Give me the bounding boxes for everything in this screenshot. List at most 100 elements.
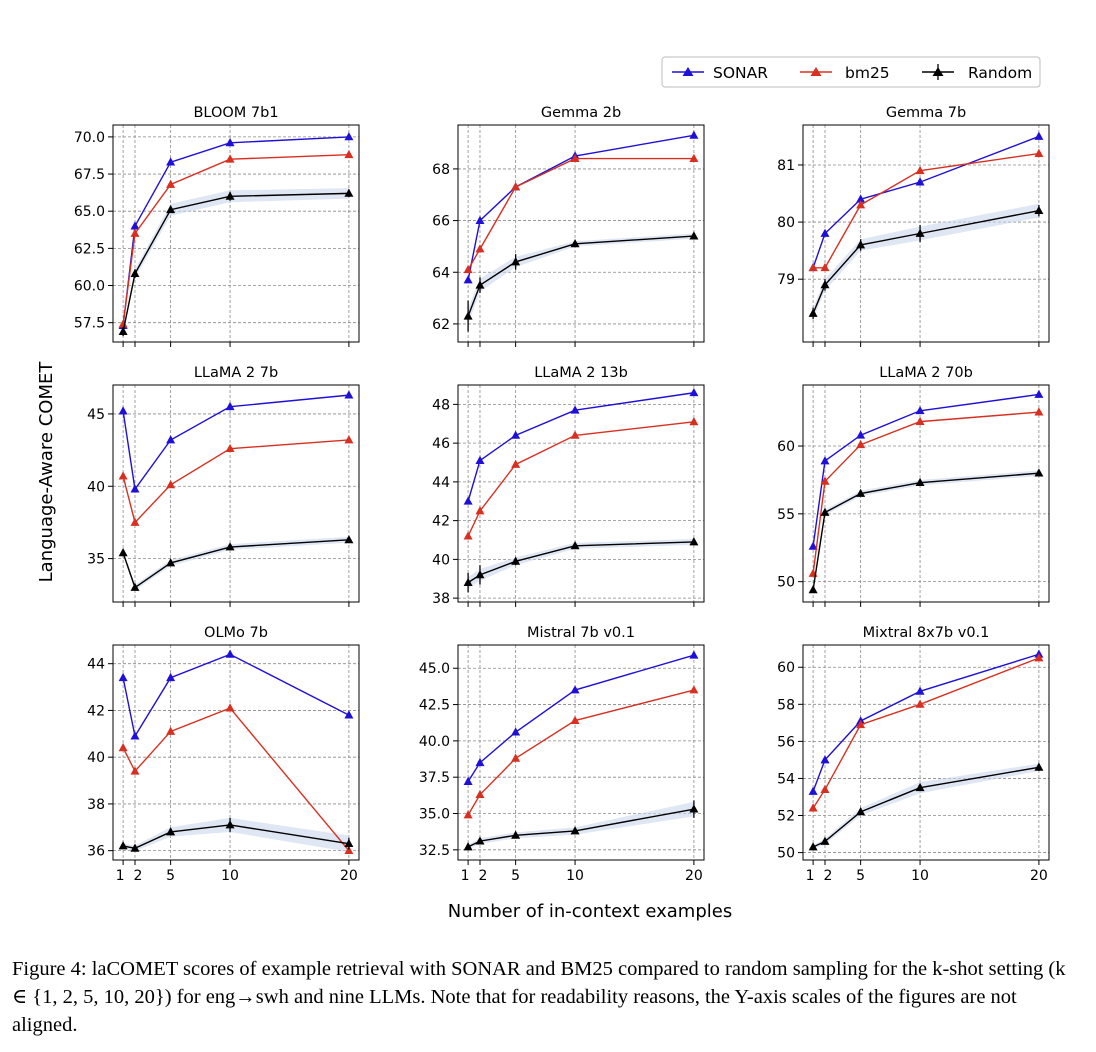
olmo-7b-xtick-label-2: 5 (166, 868, 175, 884)
olmo-7b-point-bm25-0 (118, 743, 128, 752)
bloom-7b1-ytick-label-1: 60.0 (74, 279, 105, 295)
olmo-7b-point-bm25-1 (130, 766, 140, 775)
mistral-7b-v0-1-point-sonar-0 (463, 776, 473, 785)
gemma-2b-line-sonar (467, 134, 695, 281)
olmo-7b-xtick-label-4: 20 (340, 868, 358, 884)
bloom-7b1-ytick-label-5: 70.0 (74, 130, 105, 146)
subplot-mistral-7b-v0-1: 32.5 35.0 37.5 40.0 42.5 45.0 1 2 5 10 20 Mistral 7… (419, 625, 705, 884)
subplot-olmo-7b: 36 38 40 42 44 1 2 5 10 20 OLMo 7b (87, 625, 360, 884)
legend-label-sonar: SONAR (713, 64, 768, 82)
llama-2-7b-ytick-label-1: 40 (87, 479, 105, 495)
gemma-7b-point-sonar-3 (915, 177, 925, 186)
llama-2-7b-point-random-4 (344, 534, 354, 544)
mixtral-8x7b-v0-1-xtick-label-1: 2 (824, 868, 833, 884)
legend-entry-bm25: bm25 (800, 64, 890, 82)
olmo-7b-point-sonar-4 (344, 710, 354, 719)
mixtral-8x7b-v0-1-point-sonar-3 (915, 686, 925, 695)
mixtral-8x7b-v0-1-point-sonar-1 (820, 755, 830, 764)
gemma-7b-ytick-label-1: 80 (777, 215, 795, 231)
legend-label-random: Random (968, 64, 1032, 82)
gemma-7b-point-random-0 (808, 308, 818, 317)
llama-2-70b-ytick-label-0: 50 (777, 575, 795, 591)
llama-2-13b-ytick-label-0: 38 (432, 591, 450, 607)
bloom-7b1-point-sonar-2 (166, 157, 176, 166)
gemma-2b-point-bm25-0 (463, 264, 473, 274)
mixtral-8x7b-v0-1-point-bm25-2 (856, 719, 866, 729)
mixtral-8x7b-v0-1-xtick-label-2: 5 (856, 868, 865, 884)
mistral-7b-v0-1-point-random-3 (570, 826, 580, 835)
olmo-7b-xtick-label-1: 2 (134, 868, 143, 884)
gemma-2b-ytick-label-1: 64 (432, 265, 450, 281)
bloom-7b1-point-bm25-0 (118, 319, 128, 328)
llama-2-13b-title: LLaMA 2 13b (534, 365, 628, 381)
bloom-7b1-axes-frame (112, 124, 360, 343)
bloom-7b1-point-sonar-3 (225, 138, 235, 147)
olmo-7b-ytick-label-0: 36 (87, 844, 105, 860)
gemma-7b-point-random-1 (820, 280, 830, 289)
mistral-7b-v0-1-point-random-4 (689, 804, 699, 813)
legend-entry-random: Random (922, 64, 1032, 82)
llama-2-13b-point-random-1 (475, 570, 485, 579)
llama-2-13b-point-bm25-4 (689, 417, 699, 426)
gemma-7b-point-bm25-3 (915, 165, 925, 175)
llama-2-7b-line-random (122, 539, 349, 589)
llama-2-13b-ytick-label-5: 48 (432, 397, 450, 413)
llama-2-13b-ytick-label-4: 46 (432, 436, 450, 452)
gemma-7b-point-random-3 (915, 228, 925, 237)
llama-2-7b-title: LLaMA 2 7b (194, 365, 278, 381)
llama-2-70b-point-bm25-3 (915, 416, 925, 426)
llama-2-70b-line-bm25 (812, 411, 1039, 574)
mixtral-8x7b-v0-1-ytick-label-3: 56 (777, 734, 795, 750)
olmo-7b-point-sonar-1 (130, 731, 140, 740)
legend-entry-sonar: SONAR (672, 64, 768, 82)
gemma-7b-point-random-4 (1034, 205, 1044, 215)
gemma-2b-point-bm25-1 (475, 244, 485, 253)
llama-2-7b-point-random-0 (118, 548, 128, 557)
gemma-2b-point-bm25-3 (570, 153, 580, 162)
bloom-7b1-point-sonar-4 (344, 132, 354, 141)
olmo-7b-ytick-label-1: 38 (87, 797, 105, 813)
bloom-7b1-point-bm25-1 (130, 228, 140, 237)
mistral-7b-v0-1-ytick-label-2: 37.5 (419, 770, 450, 786)
olmo-7b-point-random-4 (344, 838, 354, 848)
mixtral-8x7b-v0-1-ytick-label-2: 54 (777, 771, 795, 787)
gemma-7b-axes-frame (802, 124, 1050, 343)
mixtral-8x7b-v0-1-point-bm25-4 (1034, 653, 1044, 662)
bloom-7b1-point-sonar-1 (130, 221, 140, 230)
bloom-7b1-line-random (122, 192, 349, 332)
mistral-7b-v0-1-axes-frame (457, 644, 705, 861)
llama-2-13b-point-bm25-1 (475, 506, 485, 515)
mixtral-8x7b-v0-1-point-bm25-3 (915, 699, 925, 708)
mixtral-8x7b-v0-1-axes-frame (802, 644, 1050, 861)
mistral-7b-v0-1-point-sonar-2 (511, 727, 521, 736)
gemma-2b-ytick-label-0: 62 (432, 317, 450, 333)
olmo-7b-line-sonar (122, 653, 350, 739)
llama-2-70b-point-sonar-0 (808, 541, 818, 550)
llama-2-13b-point-bm25-3 (570, 430, 580, 439)
olmo-7b-ytick-label-4: 44 (87, 657, 105, 673)
mixtral-8x7b-v0-1-point-random-4 (1034, 762, 1044, 771)
mixtral-8x7b-v0-1-ytick-label-5: 60 (777, 660, 795, 676)
llama-2-7b-ytick-label-2: 45 (87, 407, 105, 423)
bloom-7b1-point-bm25-3 (225, 154, 235, 163)
bloom-7b1-ytick-label-4: 67.5 (74, 167, 105, 183)
gemma-7b-point-bm25-1 (820, 262, 830, 272)
bloom-7b1-point-random-0 (118, 326, 128, 335)
llama-2-13b-point-sonar-2 (511, 430, 521, 439)
llama-2-7b-point-random-2 (166, 558, 176, 567)
y-axis-label: Language-Aware COMET (36, 361, 57, 583)
bloom-7b1-ytick-label-3: 65.0 (74, 204, 105, 220)
llama-2-70b-point-random-2 (856, 488, 866, 497)
gemma-2b-axes-frame (457, 124, 705, 343)
llama-2-7b-point-random-1 (130, 582, 140, 591)
llama-2-13b-point-random-0 (463, 577, 473, 587)
mixtral-8x7b-v0-1-line-random (812, 766, 1040, 848)
bloom-7b1-point-bm25-4 (344, 149, 354, 159)
legend-marker-bm25 (810, 67, 822, 76)
mixtral-8x7b-v0-1-ytick-label-0: 50 (777, 846, 795, 862)
gemma-7b-point-bm25-0 (808, 262, 818, 272)
bloom-7b1-ytick-label-0: 57.5 (74, 316, 105, 332)
llama-2-70b-point-sonar-2 (856, 430, 866, 439)
mistral-7b-v0-1-line-bm25 (467, 689, 695, 816)
llama-2-7b-point-sonar-3 (225, 401, 235, 411)
